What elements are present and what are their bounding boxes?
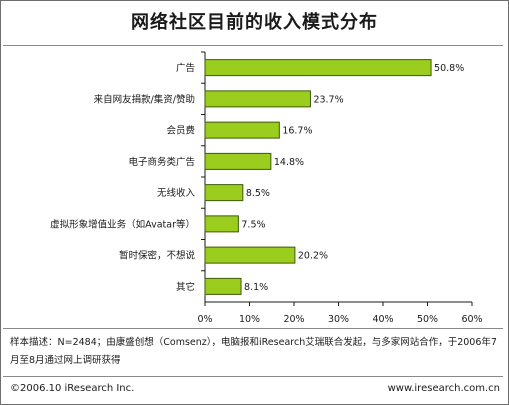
bar (204, 215, 239, 233)
value-label: 16.7% (282, 126, 312, 137)
copyright-text: ©2006.10 iResearch Inc. (10, 383, 135, 394)
category-label: 广告 (176, 62, 195, 74)
sample-note: 样本描述：N=2484；由康盛创想（Comsenz），电脑报和iResearch… (10, 337, 497, 366)
title-divider (3, 45, 503, 46)
bar (204, 59, 432, 77)
note-divider (3, 328, 503, 329)
value-label: 20.2% (298, 251, 328, 262)
bar (204, 152, 272, 170)
category-label: 虚拟形象增值业务（如Avatar等） (50, 218, 195, 230)
bar (204, 90, 311, 108)
bar (204, 184, 244, 202)
bar (204, 246, 296, 264)
category-label: 无线收入 (157, 187, 196, 199)
chart-title: 网络社区目前的收入模式分布 (131, 12, 378, 33)
x-tick-label: 30% (328, 314, 349, 325)
website-link[interactable]: www.iresearch.com.cn (387, 383, 500, 394)
category-label: 暂时保密，不想说 (119, 250, 196, 262)
value-label: 8.1% (244, 282, 268, 293)
category-label: 会员费 (166, 125, 195, 137)
value-label: 7.5% (241, 219, 265, 230)
x-tick-label: 50% (417, 314, 438, 325)
x-tick-label: 20% (283, 314, 304, 325)
value-label: 50.8% (434, 63, 464, 74)
x-tick-label: 60% (461, 314, 482, 325)
x-tick-label: 10% (239, 314, 260, 325)
category-label: 其它 (176, 281, 195, 293)
value-label: 8.5% (246, 188, 270, 199)
value-label: 23.7% (313, 94, 343, 105)
value-label: 14.8% (274, 157, 304, 168)
x-tick-label: 0% (197, 314, 212, 325)
bar (204, 121, 280, 139)
footer-divider (3, 376, 503, 377)
x-tick-label: 40% (372, 314, 393, 325)
bar (204, 277, 242, 295)
category-label: 来自网友捐款/集资/赞助 (94, 93, 195, 105)
category-label: 电子商务类广告 (128, 156, 195, 168)
